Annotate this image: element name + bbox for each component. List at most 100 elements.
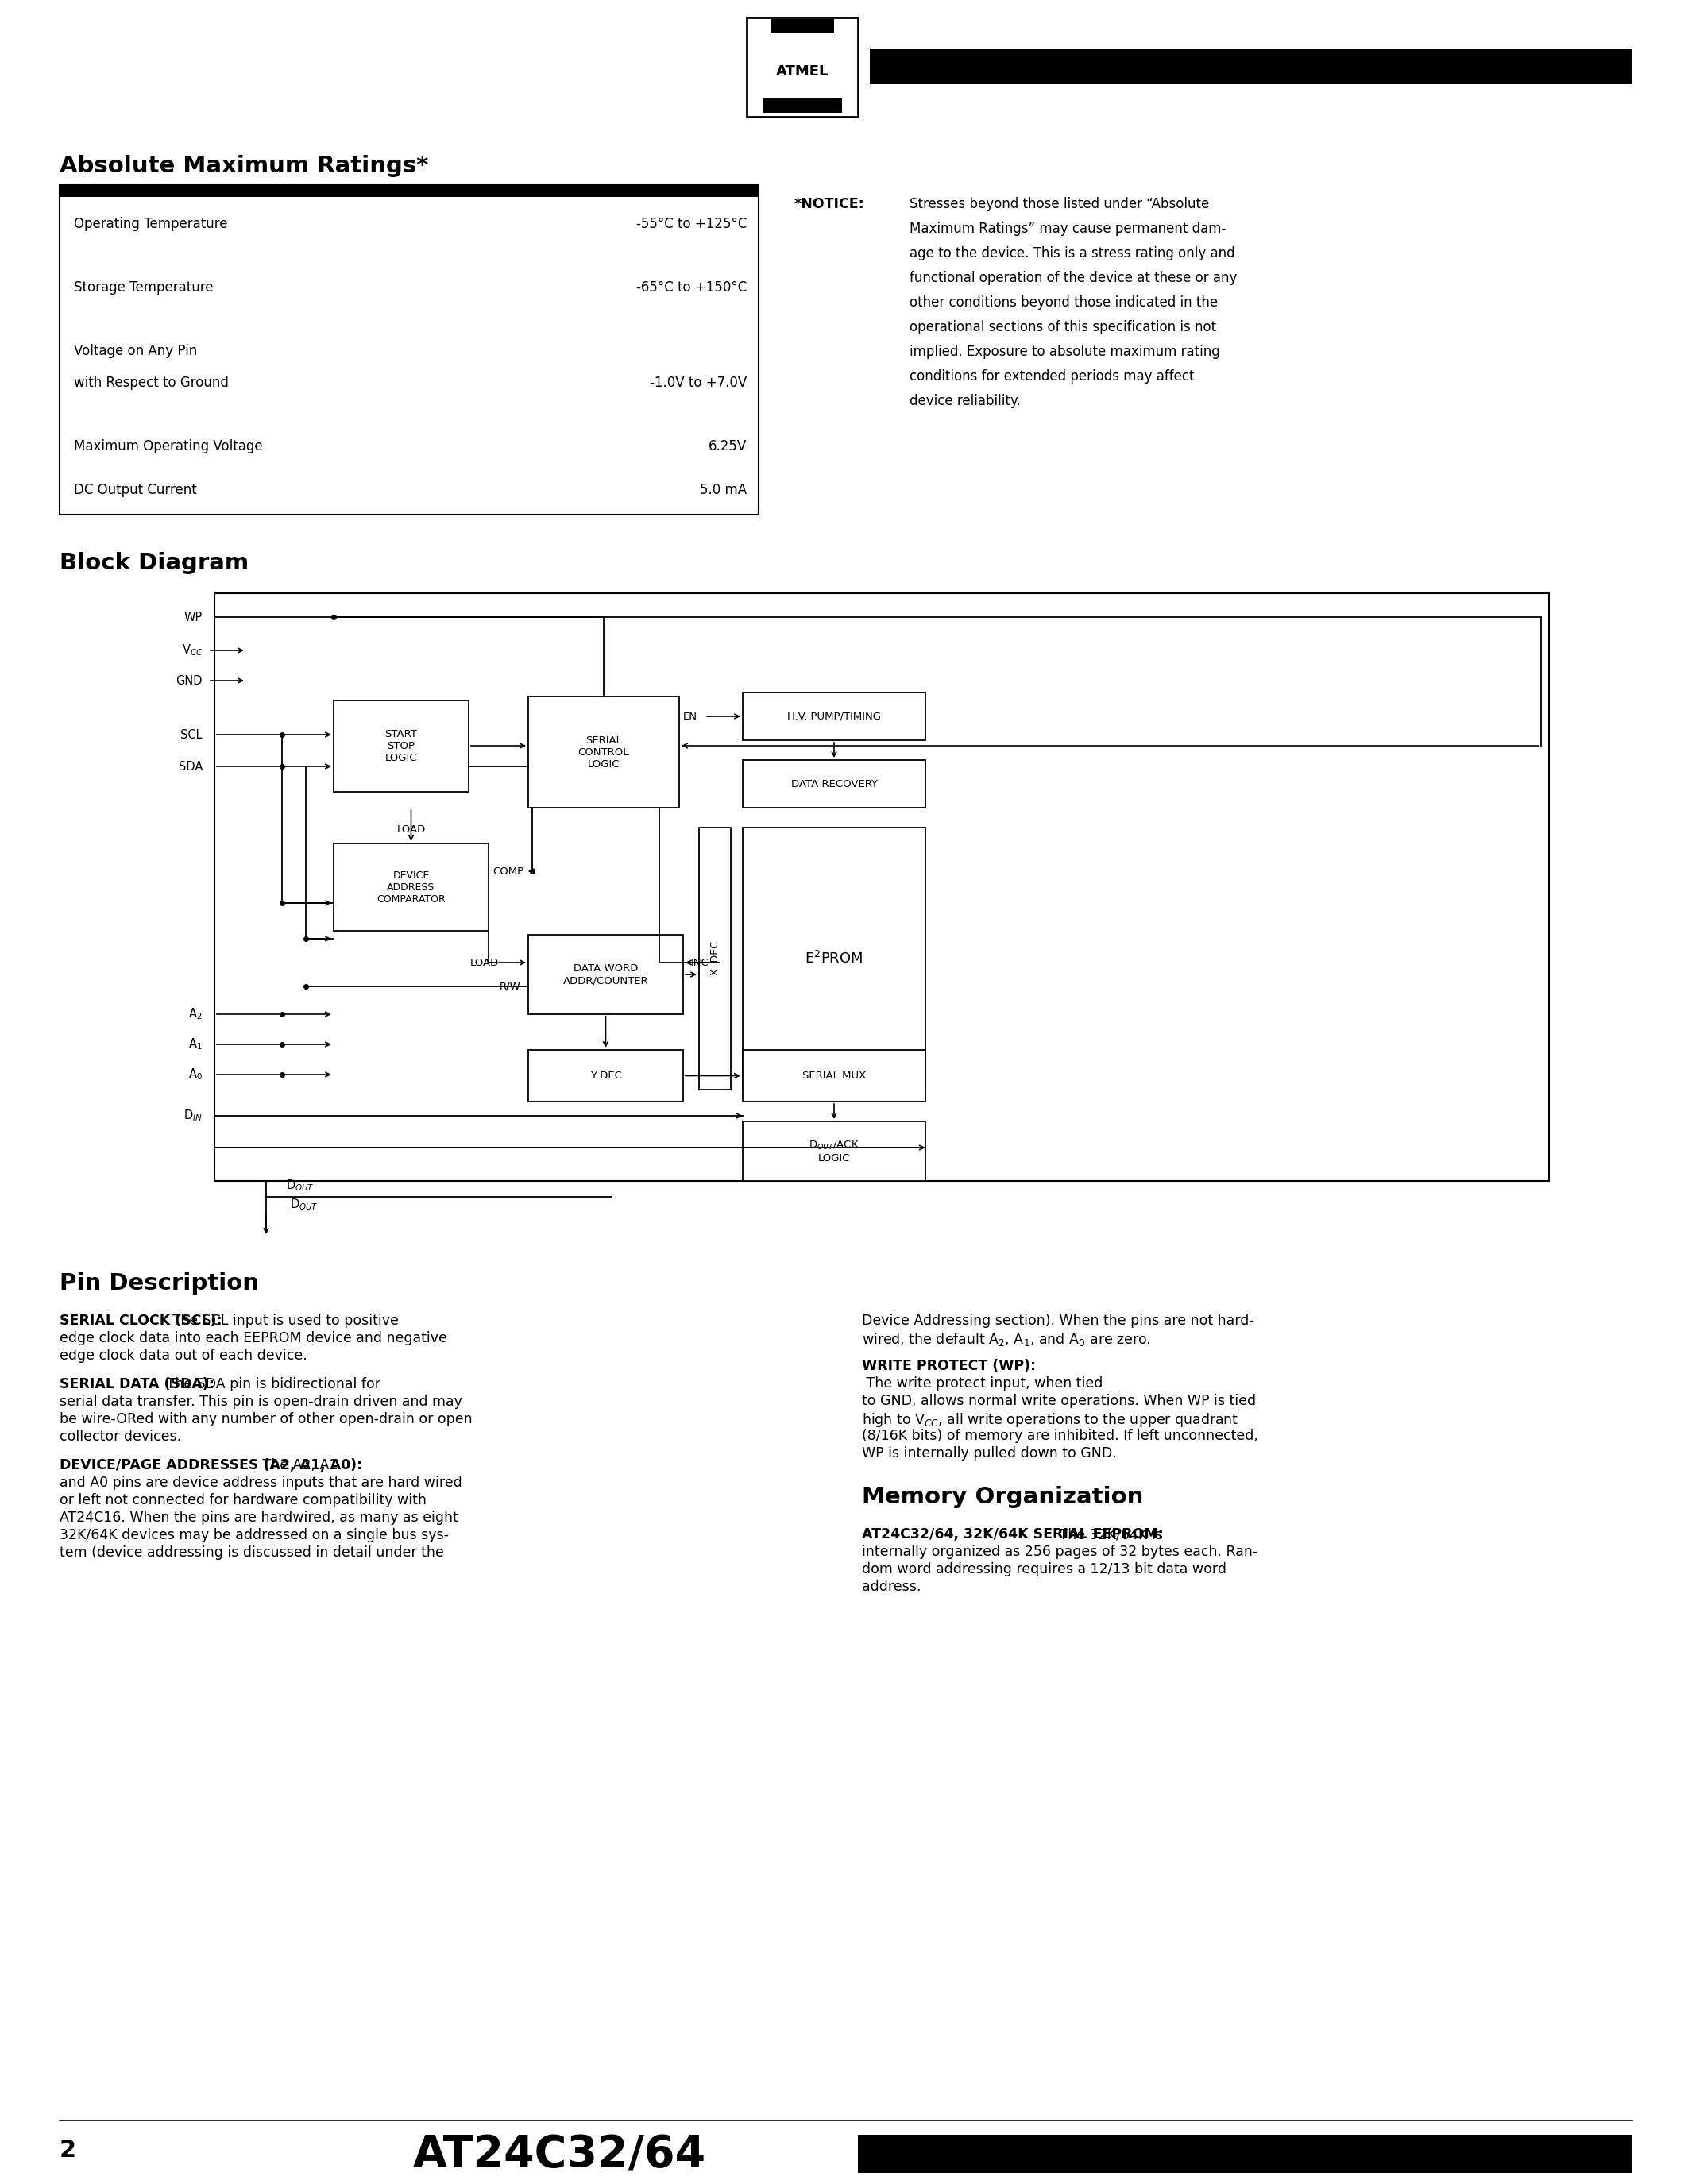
Text: The write protect input, when tied: The write protect input, when tied — [863, 1376, 1102, 1391]
Text: GND: GND — [176, 675, 203, 686]
Text: other conditions beyond those indicated in the: other conditions beyond those indicated … — [910, 295, 1217, 310]
Bar — [334, 701, 469, 793]
Text: START
STOP
LOGIC: START STOP LOGIC — [385, 729, 417, 762]
Text: The 32K/64K is: The 32K/64K is — [1055, 1527, 1163, 1542]
Text: Pin Description: Pin Description — [59, 1273, 258, 1295]
Bar — [770, 20, 834, 33]
Text: -1.0V to +7.0V: -1.0V to +7.0V — [650, 376, 746, 391]
Text: The SDA pin is bidirectional for: The SDA pin is bidirectional for — [162, 1378, 380, 1391]
Bar — [214, 594, 1550, 1182]
Text: D$_{OUT}$/ACK
LOGIC: D$_{OUT}$/ACK LOGIC — [809, 1140, 859, 1164]
Text: internally organized as 256 pages of 32 bytes each. Ran-: internally organized as 256 pages of 32 … — [863, 1544, 1258, 1559]
Text: LOAD: LOAD — [471, 957, 500, 968]
Text: WP: WP — [184, 612, 203, 622]
Bar — [869, 50, 1632, 85]
Text: SERIAL DATA (SDA):: SERIAL DATA (SDA): — [59, 1378, 214, 1391]
Text: Voltage on Any Pin: Voltage on Any Pin — [74, 343, 197, 358]
Text: 2: 2 — [59, 2138, 76, 2162]
Text: Maximum Ratings” may cause permanent dam-: Maximum Ratings” may cause permanent dam… — [910, 221, 1225, 236]
Text: 32K/64K devices may be addressed on a single bus sys-: 32K/64K devices may be addressed on a si… — [59, 1529, 449, 1542]
Text: 6.25V: 6.25V — [709, 439, 746, 454]
Text: device reliability.: device reliability. — [910, 393, 1021, 408]
Bar — [746, 17, 858, 116]
Text: ATMEL: ATMEL — [776, 63, 829, 79]
Text: DC Output Current: DC Output Current — [74, 483, 197, 498]
Text: D$_{IN}$: D$_{IN}$ — [184, 1109, 203, 1123]
Text: H.V. PUMP/TIMING: H.V. PUMP/TIMING — [787, 712, 881, 721]
Text: -55°C to +125°C: -55°C to +125°C — [636, 216, 746, 232]
Text: V$_{CC}$: V$_{CC}$ — [182, 642, 203, 657]
Text: serial data transfer. This pin is open-drain driven and may: serial data transfer. This pin is open-d… — [59, 1396, 463, 1409]
Text: AT24C32/64: AT24C32/64 — [414, 2134, 706, 2175]
Text: age to the device. This is a stress rating only and: age to the device. This is a stress rati… — [910, 247, 1236, 260]
Text: COMP: COMP — [493, 867, 523, 876]
Text: be wire-ORed with any number of other open-drain or open: be wire-ORed with any number of other op… — [59, 1413, 473, 1426]
Text: DEVICE
ADDRESS
COMPARATOR: DEVICE ADDRESS COMPARATOR — [376, 869, 446, 904]
Bar — [743, 1051, 925, 1101]
Bar — [743, 828, 925, 1090]
Text: Stresses beyond those listed under “Absolute: Stresses beyond those listed under “Abso… — [910, 197, 1209, 212]
Text: 5.0 mA: 5.0 mA — [701, 483, 746, 498]
Bar — [743, 1120, 925, 1182]
Text: high to V$_{CC}$, all write operations to the upper quadrant: high to V$_{CC}$, all write operations t… — [863, 1411, 1239, 1428]
Text: SERIAL MUX: SERIAL MUX — [802, 1070, 866, 1081]
Bar — [59, 186, 758, 515]
Text: SERIAL CLOCK (SCL):: SERIAL CLOCK (SCL): — [59, 1313, 223, 1328]
Text: dom word addressing requires a 12/13 bit data word: dom word addressing requires a 12/13 bit… — [863, 1562, 1227, 1577]
Text: *NOTICE:: *NOTICE: — [795, 197, 864, 212]
Bar — [743, 692, 925, 740]
Text: Maximum Operating Voltage: Maximum Operating Voltage — [74, 439, 263, 454]
Text: to GND, allows normal write operations. When WP is tied: to GND, allows normal write operations. … — [863, 1393, 1256, 1409]
Bar — [763, 98, 842, 114]
Text: edge clock data out of each device.: edge clock data out of each device. — [59, 1348, 307, 1363]
Text: or left not connected for hardware compatibility with: or left not connected for hardware compa… — [59, 1494, 427, 1507]
Text: collector devices.: collector devices. — [59, 1431, 181, 1444]
Bar — [699, 828, 731, 1090]
Text: SDA: SDA — [179, 760, 203, 773]
Text: R/W: R/W — [500, 981, 520, 992]
Text: A$_2$: A$_2$ — [189, 1007, 203, 1022]
Text: A$_1$: A$_1$ — [189, 1037, 203, 1053]
Bar — [528, 935, 684, 1013]
Text: Memory Organization: Memory Organization — [863, 1485, 1143, 1509]
Text: Device Addressing section). When the pins are not hard-: Device Addressing section). When the pin… — [863, 1313, 1254, 1328]
Text: A$_0$: A$_0$ — [189, 1068, 203, 1081]
Text: AT24C32/64, 32K/64K SERIAL EEPROM:: AT24C32/64, 32K/64K SERIAL EEPROM: — [863, 1527, 1163, 1542]
Text: -65°C to +150°C: -65°C to +150°C — [636, 280, 746, 295]
Text: conditions for extended periods may affect: conditions for extended periods may affe… — [910, 369, 1195, 384]
Text: (8/16K bits) of memory are inhibited. If left unconnected,: (8/16K bits) of memory are inhibited. If… — [863, 1428, 1258, 1444]
Text: Storage Temperature: Storage Temperature — [74, 280, 213, 295]
Text: functional operation of the device at these or any: functional operation of the device at th… — [910, 271, 1237, 286]
Text: operational sections of this specification is not: operational sections of this specificati… — [910, 321, 1217, 334]
Text: DATA WORD
ADDR/COUNTER: DATA WORD ADDR/COUNTER — [564, 963, 648, 985]
Text: DEVICE/PAGE ADDRESSES (A2, A1, A0):: DEVICE/PAGE ADDRESSES (A2, A1, A0): — [59, 1459, 363, 1472]
Text: D$_{OUT}$: D$_{OUT}$ — [290, 1197, 319, 1212]
Text: address.: address. — [863, 1579, 922, 1594]
Text: WRITE PROTECT (WP):: WRITE PROTECT (WP): — [863, 1358, 1036, 1374]
Text: Block Diagram: Block Diagram — [59, 553, 248, 574]
Bar — [334, 843, 488, 930]
Text: LOAD: LOAD — [397, 823, 425, 834]
Bar — [59, 186, 758, 197]
Bar — [528, 1051, 684, 1101]
Text: WP is internally pulled down to GND.: WP is internally pulled down to GND. — [863, 1446, 1117, 1461]
Text: and A0 pins are device address inputs that are hard wired: and A0 pins are device address inputs th… — [59, 1476, 463, 1489]
Text: with Respect to Ground: with Respect to Ground — [74, 376, 228, 391]
Text: edge clock data into each EEPROM device and negative: edge clock data into each EEPROM device … — [59, 1330, 447, 1345]
Text: tem (device addressing is discussed in detail under the: tem (device addressing is discussed in d… — [59, 1546, 444, 1559]
Text: INC: INC — [690, 957, 709, 968]
Text: The A2, A1: The A2, A1 — [258, 1459, 338, 1472]
Text: DATA RECOVERY: DATA RECOVERY — [790, 780, 878, 788]
Text: X  DEC: X DEC — [709, 941, 721, 976]
Bar — [858, 2134, 1632, 2173]
Bar — [743, 760, 925, 808]
Text: EN: EN — [684, 712, 697, 721]
Text: Operating Temperature: Operating Temperature — [74, 216, 228, 232]
Text: E$^2$PROM: E$^2$PROM — [805, 950, 863, 968]
Text: Y DEC: Y DEC — [589, 1070, 621, 1081]
Text: wired, the default A$_2$, A$_1$, and A$_0$ are zero.: wired, the default A$_2$, A$_1$, and A$_… — [863, 1330, 1151, 1348]
Text: The SCL input is used to positive: The SCL input is used to positive — [167, 1313, 398, 1328]
Text: D$_{OUT}$: D$_{OUT}$ — [285, 1177, 314, 1192]
Text: Absolute Maximum Ratings*: Absolute Maximum Ratings* — [59, 155, 429, 177]
Text: AT24C16. When the pins are hardwired, as many as eight: AT24C16. When the pins are hardwired, as… — [59, 1511, 457, 1524]
